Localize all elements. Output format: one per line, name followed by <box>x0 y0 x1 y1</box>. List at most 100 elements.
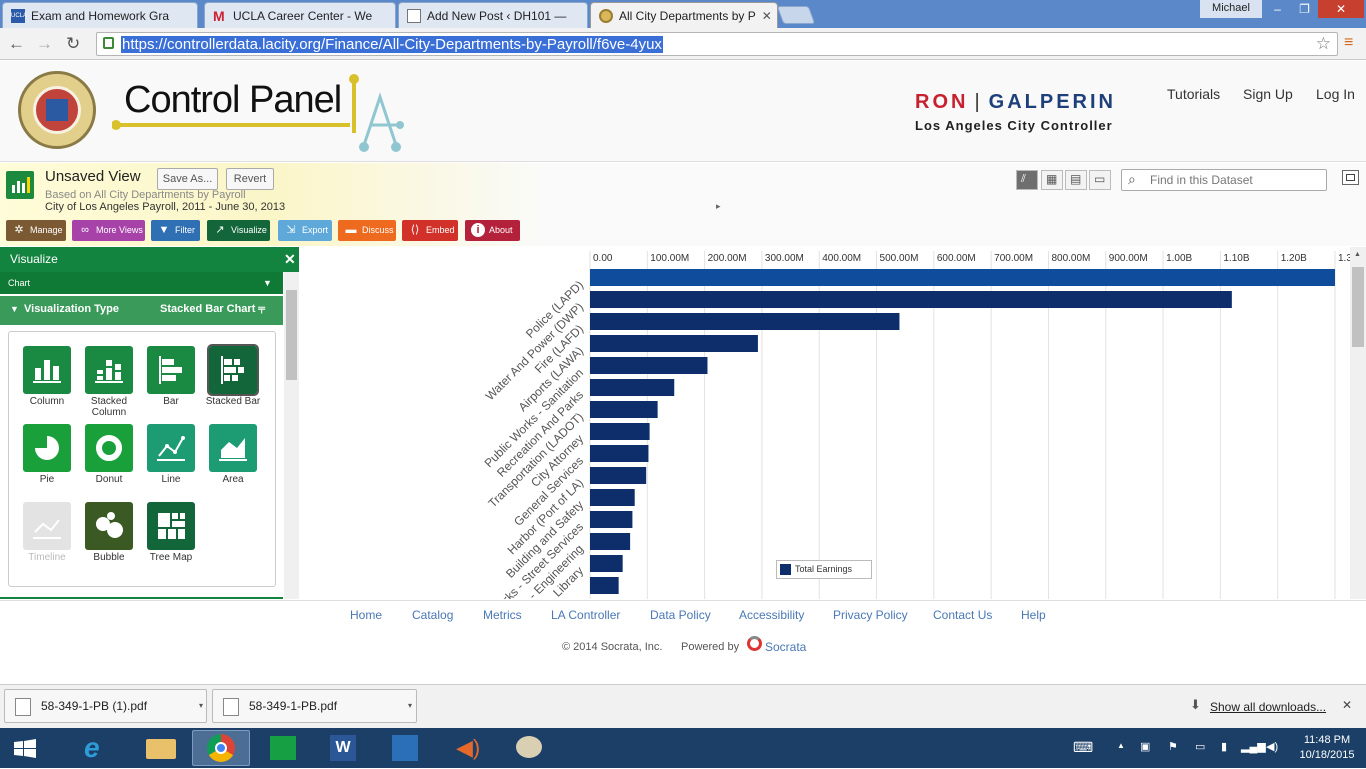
panel-scroll-thumb[interactable] <box>286 290 297 380</box>
control-panel-logo[interactable]: Control Panel <box>124 79 342 121</box>
bar[interactable] <box>590 445 649 462</box>
about-button[interactable]: i About <box>465 220 520 241</box>
file-explorer-icon[interactable] <box>132 730 190 766</box>
bar[interactable] <box>590 467 647 484</box>
bar[interactable] <box>590 269 1335 286</box>
browser-tab-3[interactable]: Add New Post ‹ DH101 — <box>398 2 588 28</box>
browser-tab-1[interactable]: UCLA Exam and Homework Gra <box>2 2 198 28</box>
bar[interactable] <box>590 555 623 572</box>
download-item[interactable]: 58-349-1-PB.pdf ▾ <box>212 689 417 723</box>
vis-type-bubble[interactable]: Bubble <box>78 502 140 563</box>
manage-button[interactable]: ✲ Manage <box>6 220 66 241</box>
browser-tab-2[interactable]: M UCLA Career Center - We <box>204 2 396 28</box>
browser-tab-active[interactable]: All City Departments by P ✕ <box>590 2 778 28</box>
tutorials-link[interactable]: Tutorials <box>1167 86 1221 102</box>
log-in-link[interactable]: Log In <box>1316 86 1355 102</box>
bar[interactable] <box>590 533 631 550</box>
list-view-mode[interactable]: ▤ <box>1065 170 1087 190</box>
bar[interactable] <box>590 291 1232 308</box>
vis-type-pie[interactable]: Pie <box>16 424 78 485</box>
close-tab-icon[interactable]: ✕ <box>761 8 772 23</box>
vis-type-timeline[interactable]: Timeline <box>16 502 78 563</box>
internet-explorer-icon[interactable]: e <box>84 732 100 763</box>
profile-button[interactable]: Michael <box>1200 0 1262 18</box>
reload-icon[interactable]: ↻ <box>66 34 81 53</box>
close-window-icon[interactable]: ✕ <box>1318 0 1364 18</box>
bar[interactable] <box>590 335 758 352</box>
vis-type-bar[interactable]: Bar <box>140 346 202 407</box>
chrome-icon[interactable] <box>192 730 250 766</box>
chevron-down-icon[interactable]: ▾ <box>199 701 204 710</box>
bar[interactable] <box>590 401 658 418</box>
chart-scrollbar[interactable]: ▲ <box>1350 247 1366 599</box>
arcgis-icon[interactable] <box>376 730 434 766</box>
grid-view-mode[interactable]: ▦ <box>1041 170 1063 190</box>
fullscreen-icon[interactable] <box>1342 170 1359 185</box>
bar[interactable] <box>590 379 675 396</box>
filter-button[interactable]: ▼ Filter <box>151 220 200 241</box>
revert-button[interactable]: Revert <box>226 168 274 190</box>
visualization-type-header[interactable]: ▼ Visualization Type Stacked Bar Chart ⫧ <box>0 296 283 322</box>
speaker-icon[interactable]: ◀) <box>456 735 481 760</box>
show-all-downloads-link[interactable]: Show all downloads... <box>1210 700 1327 714</box>
start-button[interactable] <box>0 730 50 766</box>
back-arrow-icon[interactable]: ← <box>8 34 25 53</box>
footer-link-contact-us[interactable]: Contact Us <box>933 608 993 622</box>
chart-view-mode[interactable]: ⫽ <box>1016 170 1038 190</box>
tray-app-icon[interactable]: ▣ <box>1140 741 1151 753</box>
footer-link-privacy-policy[interactable]: Privacy Policy <box>833 608 908 622</box>
footer-link-data-policy[interactable]: Data Policy <box>650 608 711 622</box>
footer-link-la-controller[interactable]: LA Controller <box>551 608 621 622</box>
vis-type-tree-map[interactable]: Tree Map <box>140 502 202 563</box>
footer-link-metrics[interactable]: Metrics <box>483 608 522 622</box>
chevron-down-icon[interactable]: ▾ <box>408 701 413 710</box>
network-icon[interactable]: ▭ <box>1195 741 1206 753</box>
sign-up-link[interactable]: Sign Up <box>1243 86 1293 102</box>
url-text[interactable]: https://controllerdata.lacity.org/Financ… <box>121 36 663 53</box>
footer-link-help[interactable]: Help <box>1021 608 1046 622</box>
expand-arrow-icon[interactable]: ▸ <box>716 201 721 211</box>
vis-type-column[interactable]: Column <box>16 346 78 407</box>
new-tab-button[interactable] <box>776 6 816 24</box>
chart-scroll-thumb[interactable] <box>1352 267 1364 347</box>
keyboard-icon[interactable]: ⌨ <box>1073 739 1094 755</box>
vis-type-stacked-bar[interactable]: Stacked Bar <box>202 344 264 407</box>
battery-icon[interactable]: ▮ <box>1221 741 1228 753</box>
store-icon[interactable] <box>254 730 312 766</box>
embed-button[interactable]: ⟨⟩ Embed <box>402 220 458 241</box>
download-item[interactable]: 58-349-1-PB (1).pdf ▾ <box>4 689 207 723</box>
close-panel-icon[interactable]: ✕ <box>284 251 296 267</box>
minimize-icon[interactable]: – <box>1274 2 1281 16</box>
bar[interactable] <box>590 313 900 330</box>
vis-type-stacked-column[interactable]: Stacked Column <box>78 346 140 418</box>
export-button[interactable]: ⇲ Export <box>278 220 332 241</box>
menu-icon[interactable]: ≡ <box>1344 34 1354 51</box>
vis-type-area[interactable]: Area <box>202 424 264 485</box>
close-downloads-icon[interactable]: ✕ <box>1342 698 1353 712</box>
footer-link-accessibility[interactable]: Accessibility <box>739 608 805 622</box>
scroll-up-icon[interactable]: ▲ <box>1354 251 1361 258</box>
show-hidden-icons[interactable]: ▲ <box>1117 741 1125 750</box>
address-bar[interactable]: https://controllerdata.lacity.org/Financ… <box>96 32 1338 56</box>
find-in-dataset-input[interactable]: ⌕ Find in this Dataset <box>1121 169 1327 191</box>
footer-link-catalog[interactable]: Catalog <box>412 608 454 622</box>
vis-type-donut[interactable]: Donut <box>78 424 140 485</box>
save-as-button[interactable]: Save As... <box>157 168 218 190</box>
action-center-icon[interactable]: ⚑ <box>1168 741 1178 753</box>
visualize-button[interactable]: ↗ Visualize <box>207 220 270 241</box>
panel-scrollbar[interactable] <box>284 272 299 599</box>
system-clock[interactable]: 11:48 PM 10/18/2015 <box>1296 733 1358 763</box>
paint-icon[interactable] <box>500 730 558 766</box>
volume-icon[interactable]: ◀) <box>1266 741 1279 753</box>
chart-select[interactable]: Chart ▼ <box>0 272 283 294</box>
discuss-button[interactable]: ▬ Discuss <box>338 220 396 241</box>
bar[interactable] <box>590 511 633 528</box>
vis-type-line[interactable]: Line <box>140 424 202 485</box>
footer-link-home[interactable]: Home <box>350 608 383 622</box>
star-icon[interactable]: ☆ <box>1315 34 1331 53</box>
bar[interactable] <box>590 577 619 594</box>
bar[interactable] <box>590 357 708 374</box>
bar[interactable] <box>590 489 635 506</box>
maximize-icon[interactable]: ❐ <box>1299 2 1310 16</box>
socrata-link[interactable]: Socrata <box>765 640 807 654</box>
